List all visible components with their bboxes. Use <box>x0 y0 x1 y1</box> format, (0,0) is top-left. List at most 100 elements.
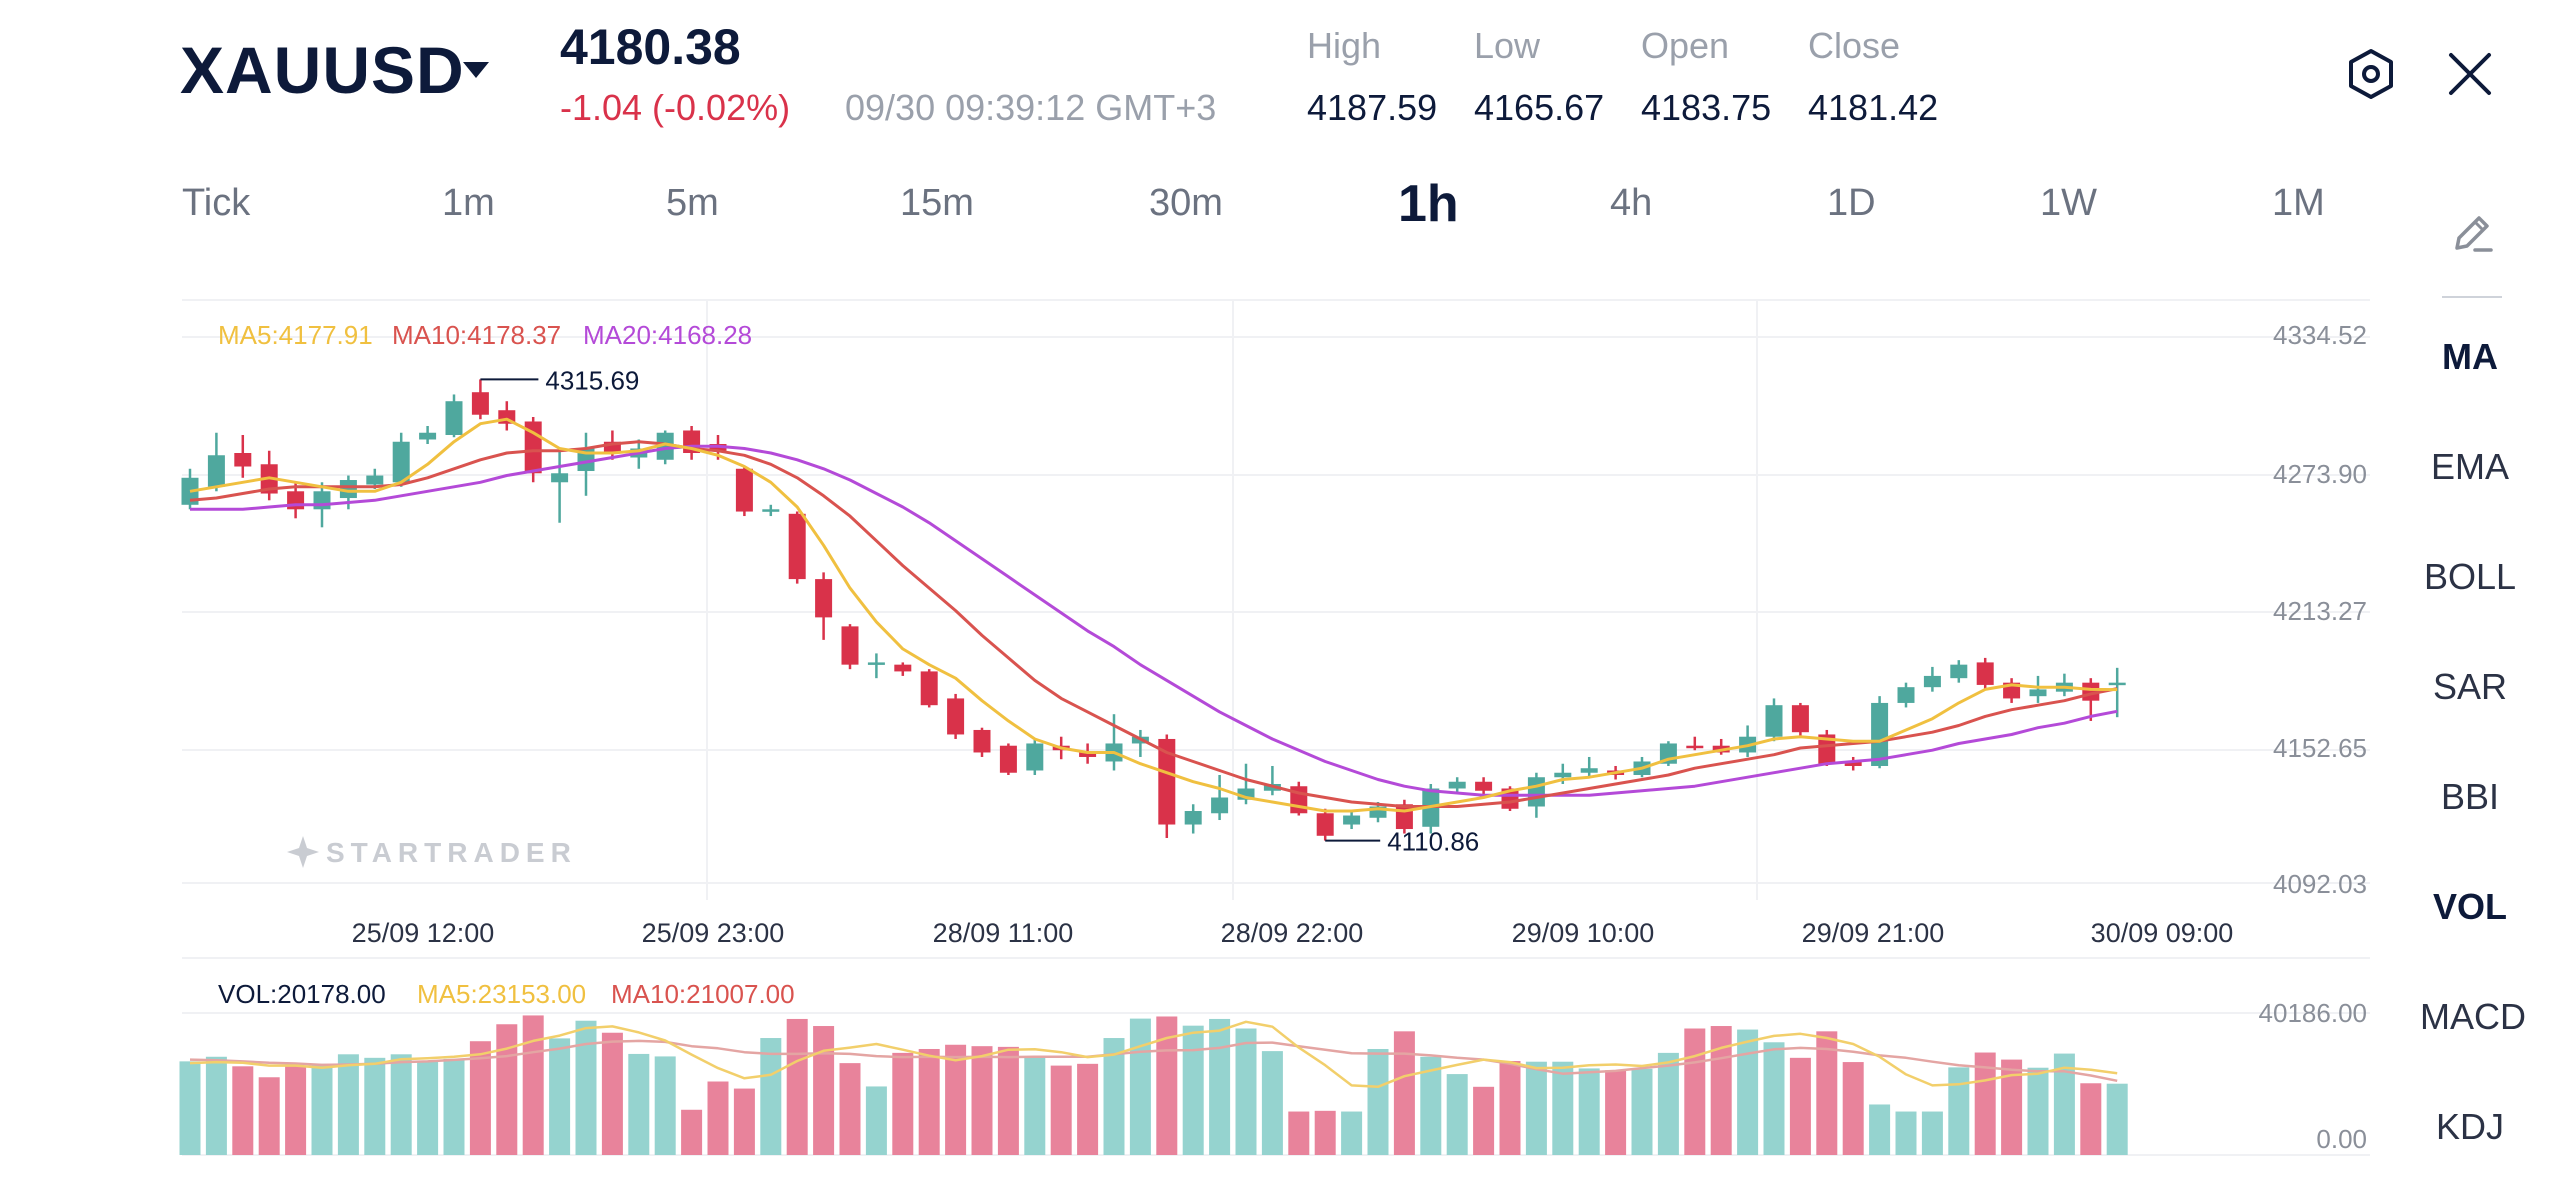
price-axis-tick: 4273.90 <box>2273 459 2367 489</box>
legend-vol-ma10: MA10:21007.00 <box>611 979 795 1009</box>
tab-1h[interactable]: 1h <box>1398 175 1459 233</box>
candle-body <box>471 392 489 415</box>
settings-hexagon-icon[interactable] <box>2346 48 2396 100</box>
candle <box>1950 660 1968 683</box>
volume-bar <box>760 1038 782 1155</box>
tab-4h[interactable]: 4h <box>1610 182 1653 224</box>
indicator-boll[interactable]: BOLL <box>2423 556 2517 597</box>
candle <box>1343 811 1361 830</box>
time-axis-tick: 28/09 22:00 <box>1221 918 1364 948</box>
candle-body <box>1079 752 1097 757</box>
indicator-bbi[interactable]: BBI <box>2440 776 2500 817</box>
symbol-dropdown-caret-icon[interactable] <box>463 62 489 78</box>
vol-ma10-line <box>189 1039 2118 1083</box>
candle <box>1765 698 1783 742</box>
tab-30m[interactable]: 30m <box>1149 182 1223 224</box>
volume-bar <box>179 1061 201 1155</box>
candle-body <box>735 468 753 512</box>
volume-bar <box>1578 1068 1600 1155</box>
candle-body <box>1554 772 1572 778</box>
watermark-text: STARTRADER <box>326 837 577 868</box>
indicator-vol[interactable]: VOL <box>2432 886 2507 927</box>
candle-body <box>1765 705 1783 737</box>
low-label: Low <box>1474 25 1541 66</box>
volume-bar <box>1077 1063 1099 1155</box>
volume-bar <box>2080 1083 2102 1155</box>
volume-bar <box>786 1018 808 1155</box>
indicator-ma[interactable]: MA <box>2442 336 2498 377</box>
candle-body <box>788 513 806 580</box>
pencil-icon[interactable] <box>2449 210 2495 256</box>
candle <box>788 511 806 584</box>
high-value: 4187.59 <box>1307 87 1438 128</box>
volume-bar <box>1499 1061 1521 1155</box>
volume-bar <box>2027 1067 2049 1155</box>
candle-body <box>419 432 437 440</box>
volume-bar <box>681 1109 703 1155</box>
price-change: -1.04 (-0.02%) <box>560 87 791 128</box>
volume-bar <box>1235 1028 1257 1155</box>
candle-body <box>1026 743 1044 771</box>
candle-body <box>947 698 965 735</box>
candle <box>973 727 991 757</box>
indicator-sar[interactable]: SAR <box>2432 666 2508 707</box>
volume-bar <box>469 1041 491 1155</box>
time-axis-tick: 30/09 09:00 <box>2091 918 2234 948</box>
volume-bar <box>2106 1083 2128 1155</box>
candle <box>1897 682 1915 708</box>
startrader-watermark: STARTRADER <box>287 836 577 868</box>
volume-bar <box>285 1065 307 1155</box>
volume-bar <box>1895 1111 1917 1155</box>
volume-bar <box>1605 1070 1627 1155</box>
volume-bar <box>1261 1051 1283 1155</box>
candle <box>1791 702 1809 737</box>
candle-body <box>207 455 225 487</box>
tab-5m[interactable]: 5m <box>666 182 719 224</box>
volume-bar <box>1948 1067 1970 1155</box>
candle-body <box>2108 682 2126 686</box>
tab-1m[interactable]: 1m <box>442 182 495 224</box>
volume-bar <box>337 1054 359 1155</box>
legend-ma5: MA5:4177.91 <box>218 320 373 350</box>
indicator-macd[interactable]: MACD <box>2420 996 2526 1037</box>
time-axis-tick: 28/09 11:00 <box>933 918 1074 948</box>
price-axis-tick: 4152.65 <box>2273 733 2367 763</box>
candle <box>1290 781 1308 816</box>
candle-body <box>1158 738 1176 825</box>
candle <box>1448 777 1466 794</box>
volume-bar <box>1631 1068 1653 1155</box>
candle-body <box>1448 781 1466 789</box>
candle <box>999 743 1017 775</box>
legend-vol: VOL:20178.00 <box>218 979 386 1009</box>
candle <box>894 662 912 676</box>
volume-bar <box>1789 1057 1811 1155</box>
volume-bar <box>1341 1111 1363 1155</box>
candle-body <box>1369 806 1387 818</box>
candle-body <box>867 662 885 665</box>
candle-body <box>1580 768 1598 773</box>
close-icon[interactable] <box>2448 52 2492 96</box>
candle-body <box>366 475 384 485</box>
tab-1d[interactable]: 1D <box>1827 182 1876 224</box>
volume-bar <box>1446 1074 1468 1155</box>
volume-bar <box>865 1086 887 1155</box>
indicator-kdj[interactable]: KDJ <box>2435 1106 2504 1147</box>
candle <box>1871 696 1889 769</box>
indicator-ema[interactable]: EMA <box>2430 446 2509 487</box>
candle <box>2108 667 2126 718</box>
candle-body <box>1818 734 1836 764</box>
candle-body <box>815 579 833 618</box>
legend-ma10: MA10:4178.37 <box>392 320 561 350</box>
tab-15m[interactable]: 15m <box>900 182 974 224</box>
volume-bar <box>1367 1048 1389 1155</box>
sidebar-divider <box>2442 296 2502 298</box>
volume-bar <box>654 1056 676 1155</box>
candle-body <box>762 509 780 512</box>
candle <box>551 448 569 523</box>
candle <box>1316 808 1334 841</box>
tab-1mo[interactable]: 1M <box>2272 182 2325 224</box>
symbol-title[interactable]: XAUUSD <box>180 33 465 107</box>
tab-tick[interactable]: Tick <box>182 182 251 224</box>
tab-1w[interactable]: 1W <box>2040 182 2097 224</box>
